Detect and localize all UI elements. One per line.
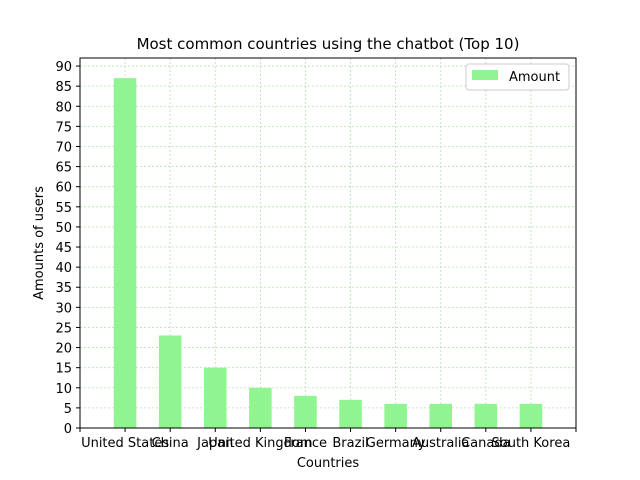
x-tick-label: South Korea	[492, 436, 571, 451]
y-tick-label: 50	[55, 221, 72, 236]
x-tick-label: Japan	[196, 436, 233, 451]
x-tick-label: Germany	[366, 436, 426, 451]
axes	[79, 57, 577, 429]
bar-canada	[474, 403, 498, 428]
y-tick-label: 20	[55, 342, 72, 357]
bar-china	[158, 335, 182, 428]
bar-france	[294, 395, 317, 428]
y-tick-label: 5	[64, 402, 72, 417]
y-tick-label: 40	[55, 261, 72, 276]
y-tick-label: 25	[55, 321, 72, 336]
y-tick-label: 70	[55, 140, 72, 155]
bar-australia	[429, 403, 452, 428]
y-tick-label: 75	[55, 120, 72, 135]
y-tick-label: 55	[55, 201, 72, 216]
y-tick-label: 60	[55, 181, 72, 196]
y-tick-label: 45	[55, 241, 72, 256]
bars	[113, 78, 543, 428]
x-axis-title: Countries	[297, 456, 360, 471]
x-tick-label: Brazil	[332, 436, 368, 451]
y-axis-title: Amounts of users	[32, 186, 47, 300]
x-tick-label: Australia	[412, 436, 470, 451]
x-tick-label: France	[284, 436, 327, 451]
bar-germany	[384, 403, 407, 428]
x-tick-label: Canada	[461, 436, 510, 451]
x-tick-label: United States	[81, 436, 169, 451]
x-tick-label: United Kingdom	[208, 436, 312, 451]
y-tick-label: 35	[55, 281, 72, 296]
bar-south-korea	[519, 403, 543, 428]
y-ticks: 0 5 10 15 20 25 30 35 40 45 50 55 60 65 70 75 80 85 90	[55, 60, 80, 437]
chart-title: Most common countries using the chatbot …	[137, 35, 520, 53]
legend-label: Amount	[509, 70, 560, 85]
y-tick-label: 0	[64, 422, 72, 437]
y-tick-label: 10	[55, 382, 72, 397]
bar-brazil	[339, 399, 362, 428]
y-tick-label: 15	[55, 362, 72, 377]
x-tick-label: China	[152, 436, 189, 451]
y-tick-label: 65	[55, 161, 72, 176]
y-tick-label: 30	[55, 301, 72, 316]
y-tick-label: 85	[55, 80, 72, 95]
legend: Amount	[465, 63, 570, 91]
bar-united-kingdom	[249, 387, 272, 428]
legend-swatch	[472, 70, 498, 80]
bar-united-states	[113, 78, 137, 428]
plot-frame	[79, 57, 577, 429]
y-tick-label: 90	[55, 60, 72, 75]
y-tick-label: 80	[55, 100, 72, 115]
grid	[80, 58, 576, 429]
bar-japan	[204, 367, 227, 428]
